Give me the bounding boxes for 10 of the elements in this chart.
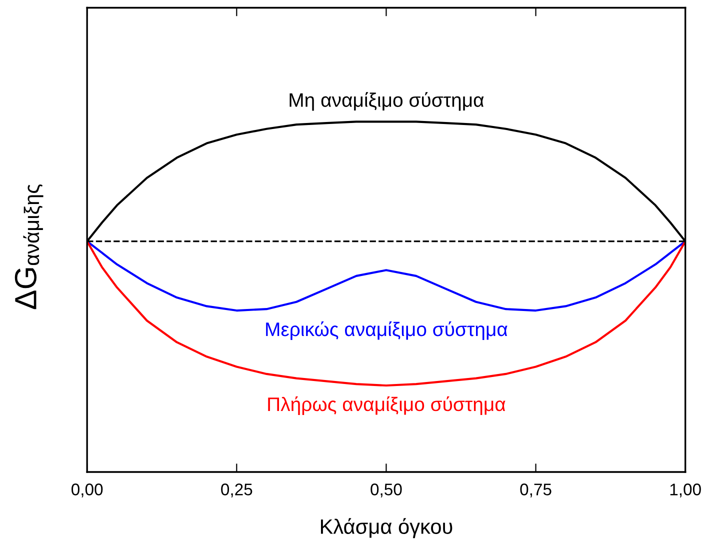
- x-axis-title: Κλάσμα όγκου: [320, 518, 452, 538]
- x-tick-label: 0,25: [221, 484, 252, 498]
- x-tick-label: 1,00: [670, 484, 701, 498]
- y-axis-title: ΔGανάμιξης: [14, 184, 44, 310]
- series-label: Μη αναμίξιμο σύστημα: [290, 92, 484, 111]
- x-tick-label: 0,50: [370, 484, 402, 498]
- x-tick-label: 0,75: [520, 484, 552, 498]
- series-label: Μερικώς αναμίξιμο σύστημα: [266, 321, 508, 340]
- series-label: Πλήρως αναμίξιμο σύστημα: [268, 396, 506, 416]
- x-tick-label: 0,00: [72, 484, 103, 498]
